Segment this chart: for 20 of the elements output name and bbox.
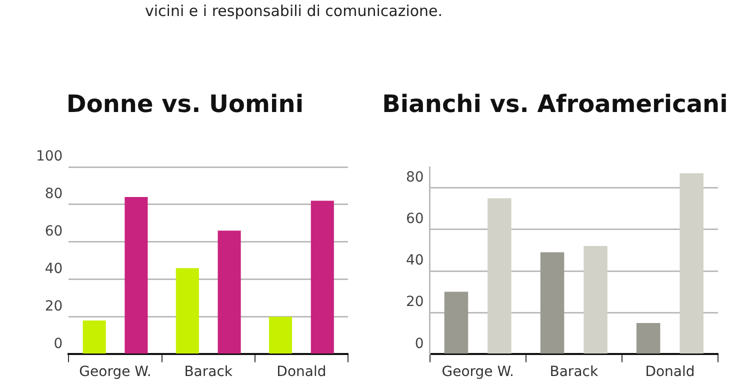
x-tick-label: George W. (79, 364, 152, 380)
y-tick-label: 20 (44, 298, 63, 314)
y-tick-label: 40 (44, 260, 63, 277)
chart-title: Bianchi vs. Afroamericani (381, 90, 729, 118)
x-tick-label: Barack (550, 364, 599, 380)
y-tick-label: 80 (406, 169, 424, 186)
text: vicini e i responsabili di comunicazione. (145, 2, 443, 20)
x-tick-label: Donald (276, 364, 326, 380)
y-tick-label: 0 (414, 336, 424, 352)
y-tick-label: 60 (406, 211, 424, 228)
x-tick-label: Donald (645, 364, 695, 380)
chart-title: Donne vs. Uomini (65, 90, 305, 118)
y-tick-label: 80 (44, 186, 63, 202)
x-tick-label: George W. (442, 364, 514, 380)
y-tick-label: 20 (406, 294, 424, 310)
y-tick-label: 40 (406, 252, 424, 269)
y-tick-label: 100 (36, 148, 63, 165)
y-tick-label: 0 (54, 336, 63, 352)
x-tick-label: Barack (184, 364, 234, 380)
y-tick-label: 60 (44, 224, 63, 240)
